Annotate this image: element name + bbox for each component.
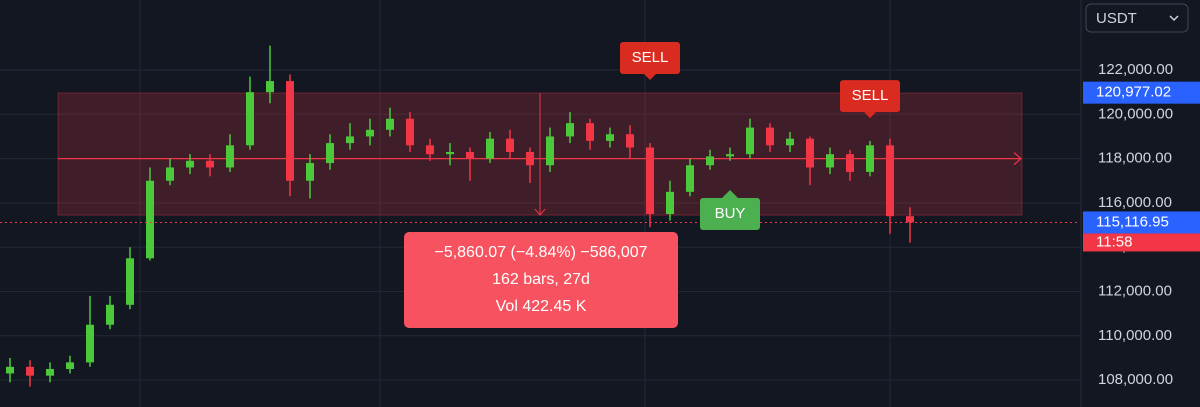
candle-body [646,147,654,214]
candle-body [386,118,394,130]
candle-body [26,366,34,376]
signal: SELL [620,41,680,80]
candle-body [366,129,374,137]
measure-text: Vol 422.45 K [496,298,587,315]
chevron [1169,15,1179,22]
candle-body [146,180,154,259]
candle-body [286,81,294,181]
candle-body [786,138,794,146]
candle-body [226,145,234,168]
candle-body [526,151,534,166]
candle-body [266,81,274,93]
candle-body [626,134,634,148]
candle-body [46,369,54,376]
signal: SELL [840,80,900,119]
candle-body [6,366,14,374]
candle-body [766,127,774,146]
y-tick-label: 110,000.00 [1098,327,1172,344]
price-badge-label: 115,116.95 [1096,213,1169,230]
range-arrow [1013,152,1022,166]
candle-body [486,138,494,159]
y-tick-label: 112,000.00 [1098,282,1172,299]
signal-pointer [864,112,876,119]
currency-box[interactable] [1085,3,1189,33]
candle-body [406,118,414,146]
candle-body [846,154,854,172]
measure-text: −5,860.07 (−4.84%) −586,007 [434,244,647,261]
candle-body [446,151,454,155]
measure-tooltip [404,232,678,328]
currency-label[interactable]: USDT [1096,10,1137,27]
price-badge [1083,81,1200,104]
candle-body [246,92,254,146]
y-tick-label: 108,000.00 [1098,371,1173,388]
candle-body [686,165,694,192]
y-tick-label: 116,000.00 [1098,194,1172,211]
signal-box [700,198,760,231]
candle-body [426,145,434,155]
candle-body [806,138,814,168]
price-badge [1083,211,1200,234]
signal-label: BUY [715,205,746,222]
candle-body [126,258,134,305]
candle-body [706,156,714,166]
y-tick-label: 118,000.00 [1098,150,1172,167]
candle-body [666,191,674,214]
candle-body [166,167,174,181]
measure-text: 162 bars, 27d [492,271,590,288]
candle-body [326,143,334,164]
signal: BUY [700,190,760,231]
currency-selector[interactable]: USDT [1085,3,1189,33]
signal-label: SELL [852,87,889,104]
candle-body [346,136,354,144]
candle-body [746,127,754,155]
signal-label: SELL [632,49,669,66]
candle-body [66,362,74,370]
candle-body [566,123,574,137]
countdown-label: 11:58 [1096,233,1132,250]
candle-body [826,154,834,168]
candle-body [86,324,94,363]
candle-body [866,145,874,172]
candle-body [886,145,894,217]
price-badge-label: 120,977.02 [1096,84,1171,101]
candle-body [106,304,114,325]
candle-body [606,134,614,141]
candle-body [506,138,514,152]
candle-body [726,154,734,157]
candle-body [586,123,594,141]
measure-arrowhead [534,208,546,216]
countdown-badge [1083,233,1200,252]
signal-pointer [722,190,738,199]
candle-body [206,160,214,168]
y-tick-label: 120,000.00 [1098,105,1173,122]
y-tick-label: 122,000.00 [1098,61,1173,78]
candle-body [466,151,474,159]
candle-body [306,163,314,181]
candle-body [546,136,554,166]
candle-body [906,216,914,223]
signal-box [620,41,680,74]
candle-body [186,160,194,168]
signal-pointer [644,73,656,80]
signal-box [840,80,900,113]
